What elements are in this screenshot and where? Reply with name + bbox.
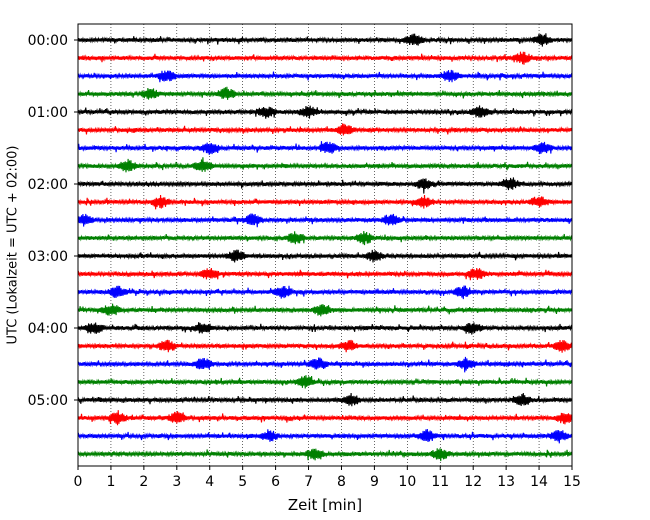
x-tick-label: 10 <box>398 474 416 490</box>
x-tick-label: 4 <box>205 474 214 490</box>
trace-0130 <box>77 141 573 155</box>
trace-0015 <box>77 51 573 65</box>
y-tick-label: 00:00 <box>28 33 68 49</box>
x-tick-label: 3 <box>172 474 181 490</box>
y-tick-label: 04:00 <box>28 321 68 337</box>
trace-0300 <box>77 249 573 263</box>
x-axis-ticks: 0 1 2 3 4 5 6 7 8 9 10 11 12 13 14 15 <box>74 466 581 490</box>
trace-0000 <box>77 33 573 47</box>
trace-0215 <box>77 195 573 210</box>
x-tick-label: 14 <box>530 474 548 490</box>
x-tick-label: 11 <box>431 474 449 490</box>
trace-0100 <box>77 105 573 119</box>
x-tick-label: 1 <box>106 474 115 490</box>
x-tick-label: 0 <box>74 474 83 490</box>
y-axis-label: UTC (Lokalzeit = UTC + 02:00) <box>6 146 21 345</box>
x-axis-label: Zeit [min] <box>288 496 362 514</box>
x-tick-label: 5 <box>238 474 247 490</box>
y-axis-ticks: 00:00 01:00 02:00 03:00 04:00 05:00 <box>28 33 78 409</box>
plot-frame <box>77 23 573 467</box>
trace-0530 <box>77 428 573 444</box>
x-tick-label: 8 <box>337 474 346 490</box>
y-tick-label: 05:00 <box>28 393 68 409</box>
trace-0415 <box>77 339 573 353</box>
trace-0345 <box>77 303 573 317</box>
y-tick-label: 02:00 <box>28 177 68 193</box>
x-tick-label: 7 <box>304 474 313 490</box>
trace-group <box>77 33 573 462</box>
x-tick-label: 15 <box>563 474 581 490</box>
trace-0445 <box>77 375 573 389</box>
trace-0545 <box>77 448 573 462</box>
trace-0200 <box>77 177 573 194</box>
trace-0515 <box>77 410 573 426</box>
trace-0115 <box>77 123 573 136</box>
trace-0330 <box>77 285 573 300</box>
y-tick-label: 01:00 <box>28 105 68 121</box>
trace-0315 <box>77 267 573 281</box>
x-tick-label: 13 <box>497 474 515 490</box>
y-tick-label: 03:00 <box>28 249 68 265</box>
trace-0245 <box>77 231 573 246</box>
trace-0430 <box>77 356 573 373</box>
trace-0030 <box>77 69 573 83</box>
trace-0045 <box>77 86 573 100</box>
trace-0145 <box>77 157 573 173</box>
trace-0400 <box>77 322 573 335</box>
trace-0230 <box>77 213 573 228</box>
trace-0500 <box>77 392 573 407</box>
x-tick-label: 2 <box>139 474 148 490</box>
x-tick-label: 9 <box>370 474 379 490</box>
x-tick-label: 12 <box>464 474 482 490</box>
x-tick-label: 6 <box>271 474 280 490</box>
